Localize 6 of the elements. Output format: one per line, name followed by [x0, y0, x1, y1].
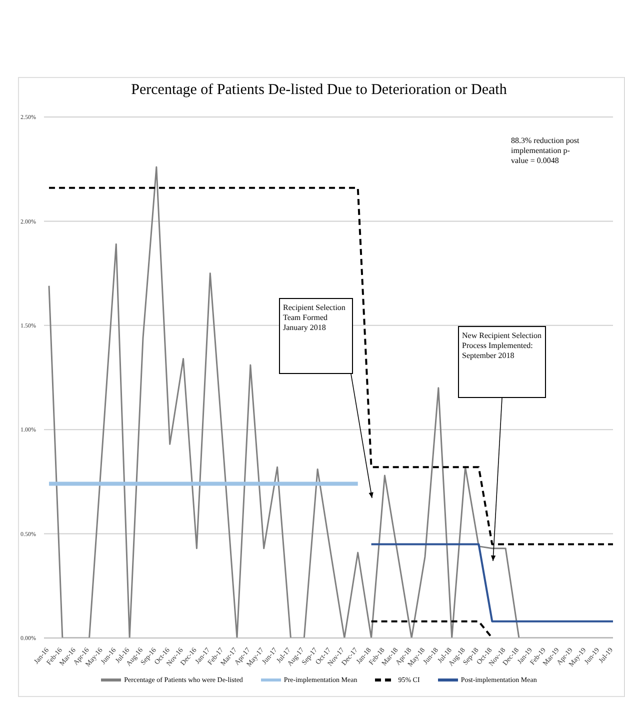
chart-title: Percentage of Patients De-listed Due to Deterioration or Death — [130, 82, 508, 99]
annotation: New Recipient Selection Process Implemented: September 2018 — [462, 331, 542, 360]
annotation: Recipient Selection Team Formed January 2018 — [283, 303, 346, 332]
callout-box: Recipient Selection Team Formed January 2018 — [279, 298, 353, 374]
callout-box: New Recipient Selection Process Implemented: September 2018 — [458, 326, 546, 398]
annotation: 88.3% reduction post implementation p-value = 0.0048 — [511, 136, 580, 165]
